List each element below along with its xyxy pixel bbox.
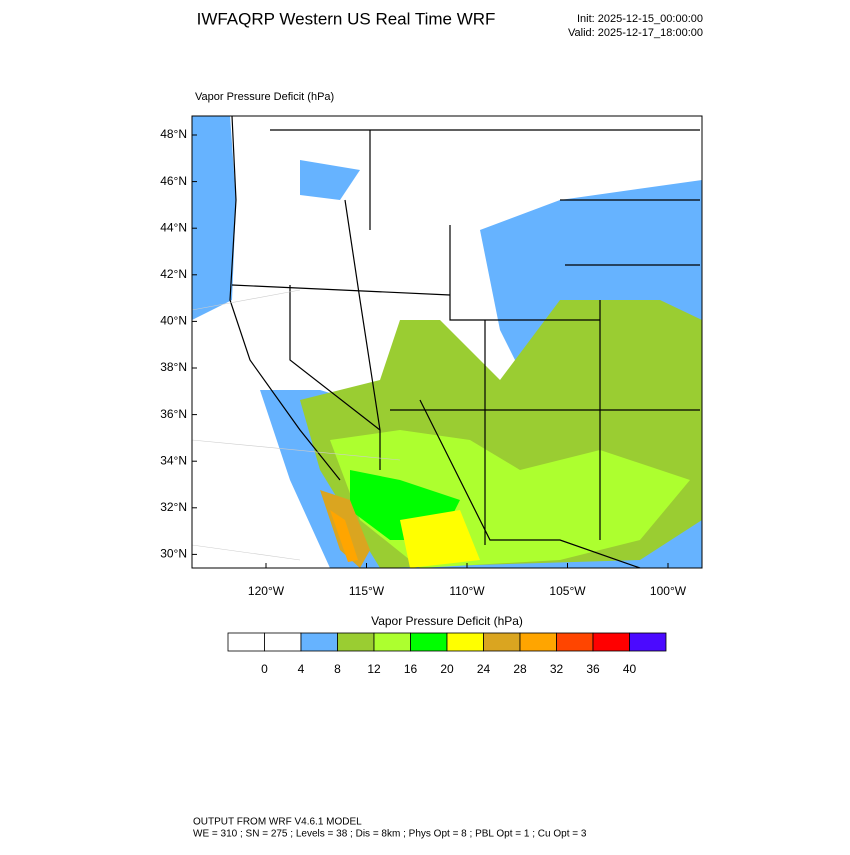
colorbar-label: 40 [623,662,637,676]
lon-label: 105°W [549,584,586,598]
lon-label: 100°W [650,584,687,598]
init-time: Init: 2025-12-15_00:00:00 [577,13,703,25]
lat-label: 40°N [160,314,187,328]
colorbar-label: 20 [440,662,454,676]
colorbar-label: 4 [298,662,305,676]
lat-label: 38°N [160,360,187,374]
lon-label: 120°W [248,584,285,598]
footer-line: WE = 310 ; SN = 275 ; Levels = 38 ; Dis … [193,829,587,840]
map-axes: 48°N 46°N 44°N 42°N 40°N 38°N 36°N 34°N 32°N 30°N… [160,127,687,598]
colorbar-box [300,632,338,652]
colorbar-box [592,632,630,652]
colorbar-label: 24 [477,662,491,676]
colorbar-label: 12 [367,662,381,676]
map [191,115,703,569]
colorbar-label: 36 [586,662,600,676]
colorbar-box [446,632,484,652]
colorbar-label: 28 [513,662,527,676]
lat-label: 32°N [160,500,187,514]
footer-line: OUTPUT FROM WRF V4.6.1 MODEL [193,817,362,828]
lat-label: 42°N [160,267,187,281]
colorbar-box [373,632,411,652]
colorbar-label: 8 [334,662,341,676]
colorbar-box [483,632,521,652]
colorbar-label: 0 [261,662,268,676]
colorbar-box [519,632,557,652]
lon-label: 110°W [449,584,485,598]
colorbar-box [264,632,302,652]
lat-label: 36°N [160,407,187,421]
map-label: Vapor Pressure Deficit (hPa) [195,91,334,103]
colorbar: 0 4 8 12 16 20 24 28 32 36 40 [227,632,667,676]
lat-label: 30°N [160,547,187,561]
lat-label: 44°N [160,220,187,234]
title: IWFAQRP Western US Real Time WRF [197,9,496,28]
colorbar-label: 32 [550,662,564,676]
colorbar-box [227,632,265,652]
lat-label: 34°N [160,453,187,467]
lat-label: 48°N [160,127,187,141]
colorbar-box [556,632,594,652]
valid-time: Valid: 2025-12-17_18:00:00 [568,27,703,39]
colorbar-box [629,632,667,652]
colorbar-box [410,632,448,652]
colorbar-box [337,632,375,652]
lon-label: 115°W [349,584,385,598]
colorbar-title: Vapor Pressure Deficit (hPa) [371,614,523,628]
lat-label: 46°N [160,174,187,188]
colorbar-label: 16 [404,662,418,676]
